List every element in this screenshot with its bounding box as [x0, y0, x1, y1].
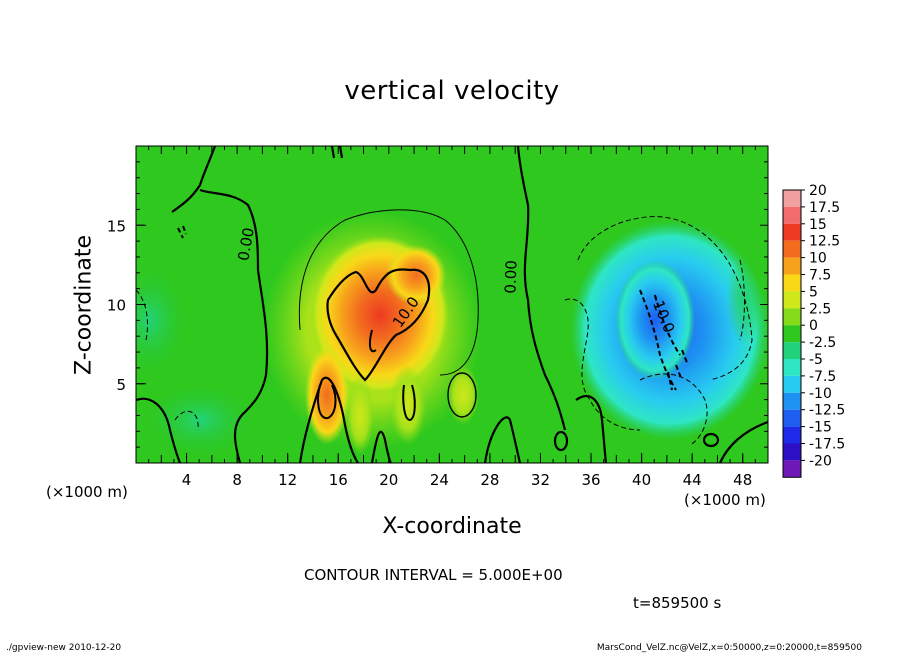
x-tick-label: 44	[683, 471, 702, 489]
colorbar-frame	[782, 189, 802, 478]
x-tick-label: 12	[278, 471, 297, 489]
updraft-column-right	[390, 365, 426, 445]
y-axis-unit: (×1000 m)	[46, 483, 128, 501]
colorbar-swatch	[783, 190, 801, 207]
colorbar-swatch	[783, 409, 801, 427]
x-tick-label: 4	[182, 471, 192, 489]
x-tick-label: 8	[232, 471, 242, 489]
colorbar-label: -17.5	[809, 437, 845, 453]
contour-label: 0.00	[234, 226, 258, 262]
downdraft-core	[615, 260, 695, 380]
contour-label: 0.00	[501, 260, 520, 294]
colorbar-label: -10	[809, 386, 832, 402]
colorbar-swatch	[783, 460, 801, 478]
colorbar-swatch	[783, 223, 801, 241]
colorbar-label: 10	[809, 251, 827, 267]
colorbar-swatch	[783, 325, 801, 343]
x-tick-label: 24	[430, 471, 449, 489]
colorbar-swatch	[783, 291, 801, 309]
updraft-column-mid	[346, 375, 374, 455]
colorbar-label: 12.5	[809, 234, 840, 250]
colorbar-swatch	[783, 342, 801, 359]
colorbar-label: 15	[809, 217, 827, 233]
updraft-column-far	[447, 365, 479, 425]
velocity-field: 0.00 10.0 0.00 -10.0	[136, 146, 768, 463]
colorbar-swatch	[783, 206, 801, 224]
colorbar-label: 20	[809, 183, 827, 199]
y-axis-label: Z-coordinate	[71, 235, 97, 375]
colorbar-swatch	[783, 375, 801, 393]
weak-downdraft-lower-left	[140, 380, 260, 460]
y-tick-label: 10	[107, 297, 126, 315]
colorbar-swatch	[783, 443, 801, 461]
colorbar-label: -2.5	[809, 335, 836, 351]
colorbar-label: 17.5	[809, 200, 840, 216]
chart-title: vertical velocity	[344, 76, 560, 106]
colorbar-label: -15	[809, 420, 832, 436]
contour-interval: CONTOUR INTERVAL = 5.000E+00	[304, 566, 563, 584]
colorbar-swatch	[783, 274, 801, 292]
x-tick-label: 40	[632, 471, 651, 489]
colorbar-swatch	[783, 426, 801, 444]
updraft-lobe-right	[386, 245, 446, 305]
negative-contours	[136, 216, 753, 446]
colorbar-swatch	[783, 257, 801, 275]
x-tick-label: 28	[480, 471, 499, 489]
x-tick-label: 32	[531, 471, 550, 489]
time-stamp: t=859500 s	[633, 594, 722, 612]
x-axis-label: X-coordinate	[382, 514, 522, 539]
axis-ticks	[136, 146, 768, 463]
y-tick-label: 15	[107, 217, 126, 235]
updraft-column-left	[305, 345, 349, 445]
x-tick-label: 20	[379, 471, 398, 489]
colorbar-label: -12.5	[809, 403, 845, 419]
colorbar-label: 7.5	[809, 268, 831, 284]
y-tick-label: 5	[116, 376, 126, 394]
x-tick-label: 36	[581, 471, 600, 489]
x-tick-label: 16	[329, 471, 348, 489]
colorbar-label: 5	[809, 284, 818, 300]
weak-downdraft-left	[136, 260, 190, 380]
colorbar: 2017.51512.5107.552.50-2.5-5-7.5-10-12.5…	[782, 183, 845, 478]
colorbar-swatch	[783, 392, 801, 410]
colorbar-label: -5	[809, 352, 823, 368]
colorbar-swatch	[783, 308, 801, 326]
x-axis-unit: (×1000 m)	[684, 491, 766, 509]
x-tick-label: 48	[733, 471, 752, 489]
colorbar-swatch	[783, 240, 801, 258]
colorbar-swatch	[783, 359, 801, 376]
colorbar-label: -20	[809, 453, 832, 469]
footer-right: MarsCond_VelZ.nc@VelZ,x=0:50000,z=0:2000…	[596, 643, 862, 653]
colorbar-label: 0	[809, 318, 818, 334]
footer-left: ./gpview-new 2010-12-20	[6, 643, 122, 653]
colorbar-label: 2.5	[809, 301, 831, 317]
colorbar-label: -7.5	[809, 369, 836, 385]
